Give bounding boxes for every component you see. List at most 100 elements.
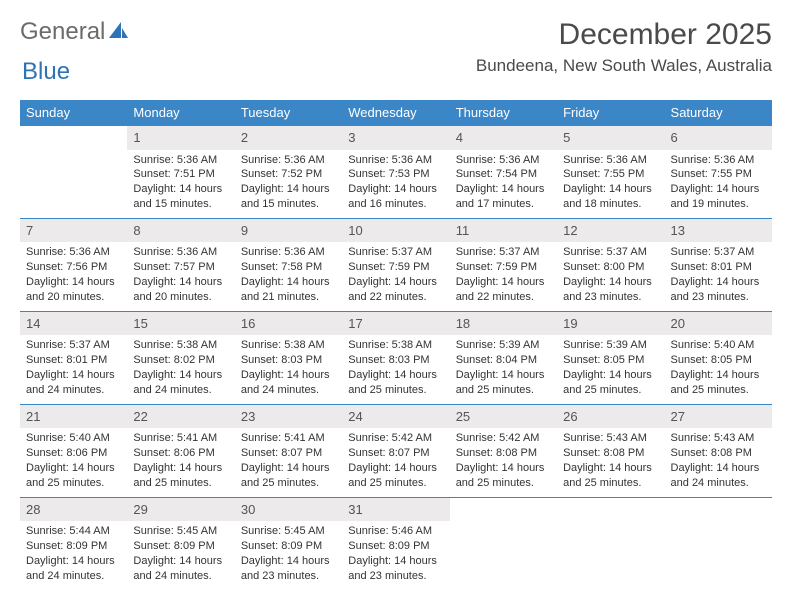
sunrise-line: Sunrise: 5:36 AM bbox=[26, 245, 121, 260]
day-number: 15 bbox=[127, 311, 234, 336]
sunrise-line: Sunrise: 5:40 AM bbox=[671, 338, 766, 353]
sunset-line: Sunset: 7:56 PM bbox=[26, 260, 121, 275]
calendar-day-cell: 3Sunrise: 5:36 AMSunset: 7:53 PMDaylight… bbox=[342, 125, 449, 218]
day-number: 23 bbox=[235, 404, 342, 429]
calendar-day-cell: 25Sunrise: 5:42 AMSunset: 8:08 PMDayligh… bbox=[450, 404, 557, 497]
daylight-line-2: and 23 minutes. bbox=[671, 290, 766, 305]
sunset-line: Sunset: 7:55 PM bbox=[671, 167, 766, 182]
daylight-line-1: Daylight: 14 hours bbox=[348, 275, 443, 290]
daylight-line-2: and 23 minutes. bbox=[563, 290, 658, 305]
calendar-week-row: 21Sunrise: 5:40 AMSunset: 8:06 PMDayligh… bbox=[20, 404, 772, 497]
sunset-line: Sunset: 7:53 PM bbox=[348, 167, 443, 182]
day-header: Friday bbox=[557, 100, 664, 125]
calendar-day-cell: 29Sunrise: 5:45 AMSunset: 8:09 PMDayligh… bbox=[127, 497, 234, 590]
month-title: December 2025 bbox=[476, 18, 772, 52]
sunrise-line: Sunrise: 5:36 AM bbox=[348, 153, 443, 168]
day-number: 7 bbox=[20, 218, 127, 243]
calendar-day-cell: 1Sunrise: 5:36 AMSunset: 7:51 PMDaylight… bbox=[127, 125, 234, 218]
daylight-line-1: Daylight: 14 hours bbox=[241, 182, 336, 197]
logo-sail-icon bbox=[107, 20, 129, 45]
day-content: Sunrise: 5:39 AMSunset: 8:04 PMDaylight:… bbox=[450, 335, 557, 403]
daylight-line-2: and 16 minutes. bbox=[348, 197, 443, 212]
daylight-line-1: Daylight: 14 hours bbox=[241, 461, 336, 476]
daylight-line-2: and 24 minutes. bbox=[133, 383, 228, 398]
sunset-line: Sunset: 7:55 PM bbox=[563, 167, 658, 182]
calendar-week-row: 28Sunrise: 5:44 AMSunset: 8:09 PMDayligh… bbox=[20, 497, 772, 590]
sunset-line: Sunset: 8:09 PM bbox=[26, 539, 121, 554]
sunset-line: Sunset: 8:09 PM bbox=[133, 539, 228, 554]
day-header: Sunday bbox=[20, 100, 127, 125]
day-content: Sunrise: 5:45 AMSunset: 8:09 PMDaylight:… bbox=[127, 521, 234, 589]
daylight-line-1: Daylight: 14 hours bbox=[348, 461, 443, 476]
daylight-line-2: and 25 minutes. bbox=[456, 383, 551, 398]
sunrise-line: Sunrise: 5:45 AM bbox=[133, 524, 228, 539]
day-content: Sunrise: 5:36 AMSunset: 7:53 PMDaylight:… bbox=[342, 150, 449, 218]
sunrise-line: Sunrise: 5:45 AM bbox=[241, 524, 336, 539]
sunset-line: Sunset: 8:09 PM bbox=[348, 539, 443, 554]
daylight-line-1: Daylight: 14 hours bbox=[348, 368, 443, 383]
calendar-table: Sunday Monday Tuesday Wednesday Thursday… bbox=[20, 100, 772, 590]
calendar-day-cell: 5Sunrise: 5:36 AMSunset: 7:55 PMDaylight… bbox=[557, 125, 664, 218]
day-content: Sunrise: 5:36 AMSunset: 7:56 PMDaylight:… bbox=[20, 242, 127, 310]
day-number: 28 bbox=[20, 497, 127, 522]
daylight-line-2: and 25 minutes. bbox=[241, 476, 336, 491]
sunrise-line: Sunrise: 5:39 AM bbox=[563, 338, 658, 353]
daylight-line-1: Daylight: 14 hours bbox=[456, 461, 551, 476]
calendar-day-cell: 8Sunrise: 5:36 AMSunset: 7:57 PMDaylight… bbox=[127, 218, 234, 311]
day-content: Sunrise: 5:39 AMSunset: 8:05 PMDaylight:… bbox=[557, 335, 664, 403]
daylight-line-2: and 22 minutes. bbox=[456, 290, 551, 305]
daylight-line-2: and 24 minutes. bbox=[671, 476, 766, 491]
calendar-day-cell: 17Sunrise: 5:38 AMSunset: 8:03 PMDayligh… bbox=[342, 311, 449, 404]
day-number: 31 bbox=[342, 497, 449, 522]
day-header: Saturday bbox=[665, 100, 772, 125]
sunrise-line: Sunrise: 5:36 AM bbox=[241, 245, 336, 260]
sunset-line: Sunset: 7:52 PM bbox=[241, 167, 336, 182]
daylight-line-2: and 20 minutes. bbox=[133, 290, 228, 305]
day-number: 2 bbox=[235, 125, 342, 150]
sunrise-line: Sunrise: 5:36 AM bbox=[241, 153, 336, 168]
daylight-line-1: Daylight: 14 hours bbox=[671, 275, 766, 290]
day-number: 17 bbox=[342, 311, 449, 336]
sunrise-line: Sunrise: 5:41 AM bbox=[241, 431, 336, 446]
calendar-day-cell: 15Sunrise: 5:38 AMSunset: 8:02 PMDayligh… bbox=[127, 311, 234, 404]
logo: General bbox=[20, 18, 131, 46]
day-number: 21 bbox=[20, 404, 127, 429]
day-content: Sunrise: 5:41 AMSunset: 8:07 PMDaylight:… bbox=[235, 428, 342, 496]
calendar-day-cell bbox=[557, 497, 664, 590]
sunrise-line: Sunrise: 5:36 AM bbox=[671, 153, 766, 168]
calendar-day-cell: 6Sunrise: 5:36 AMSunset: 7:55 PMDaylight… bbox=[665, 125, 772, 218]
day-content: Sunrise: 5:38 AMSunset: 8:03 PMDaylight:… bbox=[235, 335, 342, 403]
daylight-line-1: Daylight: 14 hours bbox=[456, 368, 551, 383]
sunrise-line: Sunrise: 5:36 AM bbox=[563, 153, 658, 168]
daylight-line-2: and 15 minutes. bbox=[133, 197, 228, 212]
daylight-line-1: Daylight: 14 hours bbox=[563, 275, 658, 290]
calendar-day-cell: 4Sunrise: 5:36 AMSunset: 7:54 PMDaylight… bbox=[450, 125, 557, 218]
calendar-week-row: 14Sunrise: 5:37 AMSunset: 8:01 PMDayligh… bbox=[20, 311, 772, 404]
day-number: 27 bbox=[665, 404, 772, 429]
calendar-day-cell bbox=[20, 125, 127, 218]
sunrise-line: Sunrise: 5:37 AM bbox=[456, 245, 551, 260]
daylight-line-2: and 24 minutes. bbox=[26, 383, 121, 398]
daylight-line-1: Daylight: 14 hours bbox=[241, 275, 336, 290]
sunrise-line: Sunrise: 5:36 AM bbox=[133, 153, 228, 168]
calendar-day-cell: 12Sunrise: 5:37 AMSunset: 8:00 PMDayligh… bbox=[557, 218, 664, 311]
sunset-line: Sunset: 8:05 PM bbox=[563, 353, 658, 368]
logo-text-blue: Blue bbox=[22, 58, 70, 85]
daylight-line-1: Daylight: 14 hours bbox=[348, 554, 443, 569]
calendar-day-cell: 7Sunrise: 5:36 AMSunset: 7:56 PMDaylight… bbox=[20, 218, 127, 311]
daylight-line-2: and 25 minutes. bbox=[26, 476, 121, 491]
sunset-line: Sunset: 8:07 PM bbox=[348, 446, 443, 461]
sunrise-line: Sunrise: 5:37 AM bbox=[563, 245, 658, 260]
sunset-line: Sunset: 8:03 PM bbox=[348, 353, 443, 368]
day-content: Sunrise: 5:36 AMSunset: 7:57 PMDaylight:… bbox=[127, 242, 234, 310]
daylight-line-1: Daylight: 14 hours bbox=[671, 182, 766, 197]
daylight-line-1: Daylight: 14 hours bbox=[241, 554, 336, 569]
sunset-line: Sunset: 7:59 PM bbox=[348, 260, 443, 275]
sunset-line: Sunset: 8:08 PM bbox=[563, 446, 658, 461]
day-number: 10 bbox=[342, 218, 449, 243]
day-content: Sunrise: 5:42 AMSunset: 8:07 PMDaylight:… bbox=[342, 428, 449, 496]
sunset-line: Sunset: 8:03 PM bbox=[241, 353, 336, 368]
calendar-week-row: 7Sunrise: 5:36 AMSunset: 7:56 PMDaylight… bbox=[20, 218, 772, 311]
calendar-day-cell bbox=[665, 497, 772, 590]
daylight-line-1: Daylight: 14 hours bbox=[133, 368, 228, 383]
